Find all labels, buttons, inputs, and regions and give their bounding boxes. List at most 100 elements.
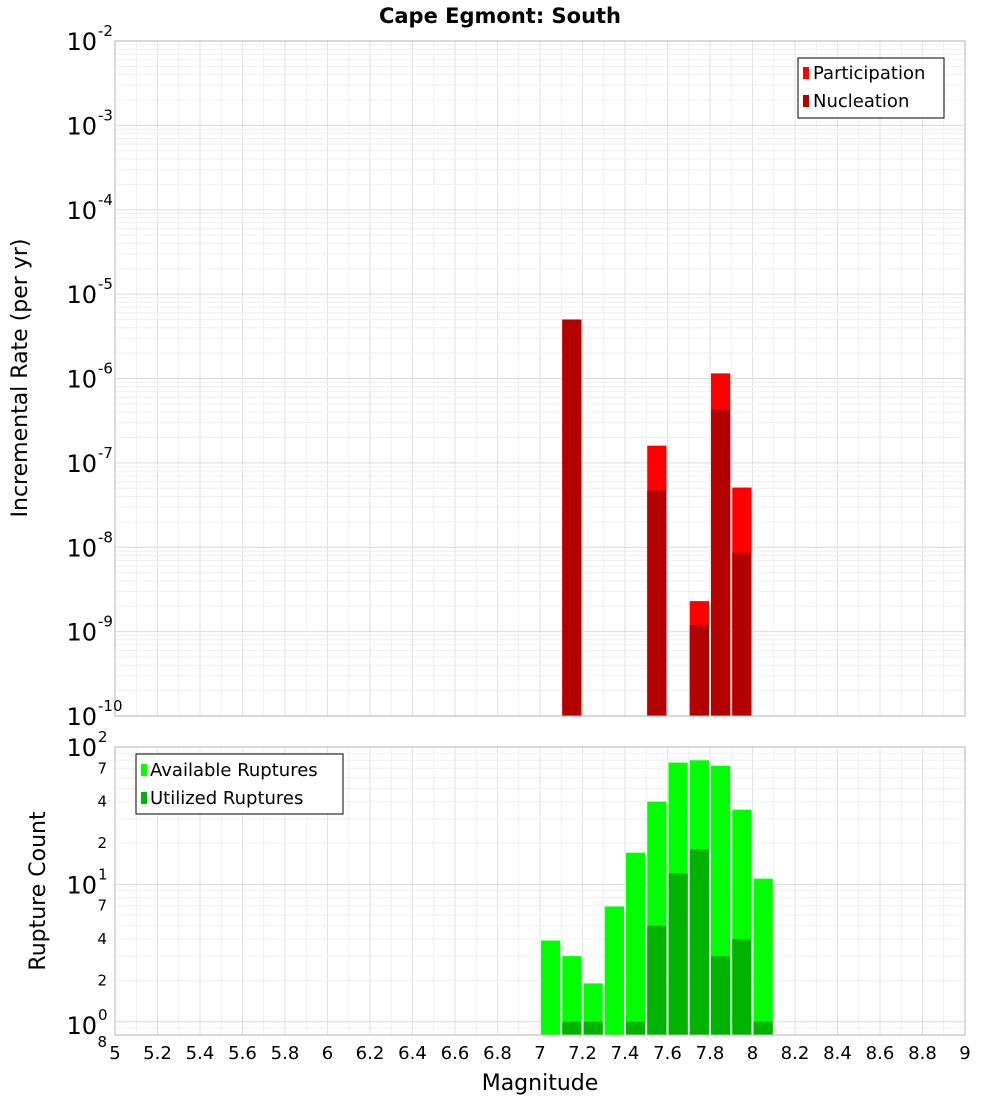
bottom-y-minor-tick-label: 2 xyxy=(97,834,107,852)
bottom-y-axis-title: Rupture Count xyxy=(26,811,51,971)
bottom-y-tick-label: 10 1 xyxy=(66,865,107,899)
bottom-plot-border xyxy=(114,746,966,1036)
top-bar-nucleation xyxy=(562,319,582,716)
top-y-tick-label: 10 -3 xyxy=(66,106,113,140)
top-y-tick-label-exponent: -10 xyxy=(98,697,123,715)
x-axis-title: Magnitude xyxy=(482,1071,599,1096)
top-y-tick-label: 10 -4 xyxy=(66,191,113,225)
top-y-tick-label: 10 -5 xyxy=(66,275,113,309)
bottom-y-minor-tick-label: 2 xyxy=(97,971,107,989)
bottom-bar-utilized-ruptures xyxy=(626,1021,646,1035)
top-y-tick-label-exponent: -4 xyxy=(98,191,113,209)
top-bar-nucleation xyxy=(647,490,667,716)
bottom-legend-box xyxy=(135,753,344,815)
x-tick-label: 7 xyxy=(534,1043,545,1064)
top-y-tick-label-exponent: -9 xyxy=(98,613,113,631)
top-y-tick-label-base: 10 xyxy=(66,534,97,562)
top-y-tick-label-exponent: -8 xyxy=(98,528,113,546)
x-tick-label: 5.8 xyxy=(271,1043,300,1064)
top-bar-nucleation xyxy=(711,409,731,716)
bottom-bar-utilized-ruptures xyxy=(583,1021,603,1035)
top-y-tick-label-base: 10 xyxy=(66,366,97,394)
top-y-tick-label: 10 -7 xyxy=(66,444,113,478)
bottom-y-tick-label: 10 2 xyxy=(66,728,107,762)
bottom-y-minor-tick-label: 4 xyxy=(97,793,107,811)
bottom-bar-utilized-ruptures xyxy=(647,925,667,1035)
top-legend-swatch xyxy=(803,95,809,107)
bottom-y-tick-label-exponent: 1 xyxy=(98,865,108,883)
x-tick-label: 5.6 xyxy=(228,1043,257,1064)
top-y-tick-label-base: 10 xyxy=(66,281,97,309)
top-plot-border xyxy=(114,40,966,717)
bottom-bar-available-ruptures xyxy=(753,878,773,1035)
bottom-bar-available-ruptures xyxy=(604,906,624,1035)
top-y-tick-label-base: 10 xyxy=(66,112,97,140)
top-y-tick-label-base: 10 xyxy=(66,450,97,478)
top-y-tick-label-exponent: -5 xyxy=(98,275,113,293)
bottom-bar-utilized-ruptures xyxy=(732,939,752,1035)
top-y-tick-label-base: 10 xyxy=(66,197,97,225)
bottom-y-tick-label: 10 0 xyxy=(66,1006,107,1040)
bottom-legend-label: Utilized Ruptures xyxy=(150,788,303,809)
bottom-y-tick-label-exponent: 0 xyxy=(98,1006,108,1024)
top-y-tick-label: 10 -10 xyxy=(66,697,122,731)
top-y-tick-label: 10 -8 xyxy=(66,528,113,562)
x-tick-label: 5.2 xyxy=(143,1043,172,1064)
bottom-legend: Available Ruptures Utilized Ruptures xyxy=(135,753,344,815)
bottom-legend-swatch xyxy=(141,792,147,804)
x-tick-label: 6 xyxy=(322,1043,333,1064)
x-tick-label: 7.6 xyxy=(653,1043,682,1064)
top-bar-nucleation xyxy=(689,624,709,716)
bottom-bar-utilized-ruptures xyxy=(689,849,709,1035)
top-y-tick-label-exponent: -3 xyxy=(98,106,113,124)
x-tick-label: 8.2 xyxy=(781,1043,810,1064)
bottom-bar-utilized-ruptures xyxy=(668,873,688,1035)
bottom-bar-available-ruptures xyxy=(541,940,561,1035)
top-y-tick-label-exponent: -2 xyxy=(98,22,113,40)
bottom-y-tick-label-exponent: 2 xyxy=(98,728,108,746)
top-legend-label: Nucleation xyxy=(813,91,909,112)
top-y-tick-label-base: 10 xyxy=(66,703,97,731)
bottom-y-minor-tick-label: 7 xyxy=(97,759,107,777)
x-tick-label: 8.8 xyxy=(908,1043,937,1064)
bottom-y-tick-label-base: 10 xyxy=(66,1012,97,1040)
top-legend-label: Participation xyxy=(813,63,925,84)
x-tick-label: 6.2 xyxy=(356,1043,385,1064)
x-tick-label: 8 xyxy=(747,1043,758,1064)
top-y-tick-label: 10 -9 xyxy=(66,613,113,647)
x-tick-label: 6.4 xyxy=(398,1043,427,1064)
bottom-bar-available-ruptures xyxy=(626,852,646,1035)
x-tick-label: 7.2 xyxy=(568,1043,597,1064)
x-tick-label: 8.6 xyxy=(866,1043,895,1064)
x-tick-label: 8.4 xyxy=(823,1043,852,1064)
x-tick-label: 6.6 xyxy=(441,1043,470,1064)
top-y-tick-label: 10 -6 xyxy=(66,360,113,394)
top-bar-nucleation xyxy=(732,552,752,716)
top-y-tick-label-exponent: -6 xyxy=(98,360,113,378)
bottom-y-minor-tick-label: 8 xyxy=(97,1033,107,1051)
top-legend: Participation Nucleation xyxy=(797,57,945,119)
bottom-legend-swatch xyxy=(141,764,147,776)
bottom-bar-available-ruptures xyxy=(562,956,582,1035)
x-tick-label: 6.8 xyxy=(483,1043,512,1064)
top-legend-swatch xyxy=(803,67,809,79)
x-tick-label: 5 xyxy=(109,1043,120,1064)
bottom-bar-utilized-ruptures xyxy=(753,1021,773,1035)
top-y-tick-label-base: 10 xyxy=(66,28,97,56)
top-y-tick-label-base: 10 xyxy=(66,619,97,647)
bottom-y-tick-label-base: 10 xyxy=(66,734,97,762)
bottom-y-minor-tick-label: 4 xyxy=(97,930,107,948)
bottom-bar-utilized-ruptures xyxy=(711,956,731,1035)
x-tick-label: 5.4 xyxy=(186,1043,215,1064)
bottom-legend-label: Available Ruptures xyxy=(150,760,318,781)
x-tick-label: 7.4 xyxy=(611,1043,640,1064)
chart-title: Cape Egmont: South xyxy=(379,4,621,28)
bottom-y-tick-label-base: 10 xyxy=(66,871,97,899)
top-y-tick-label: 10 -2 xyxy=(66,22,113,56)
top-y-axis-title: Incremental Rate (per yr) xyxy=(8,239,33,518)
bottom-bar-utilized-ruptures xyxy=(562,1021,582,1035)
bottom-y-minor-tick-label: 7 xyxy=(97,897,107,915)
x-tick-label: 9 xyxy=(959,1043,970,1064)
